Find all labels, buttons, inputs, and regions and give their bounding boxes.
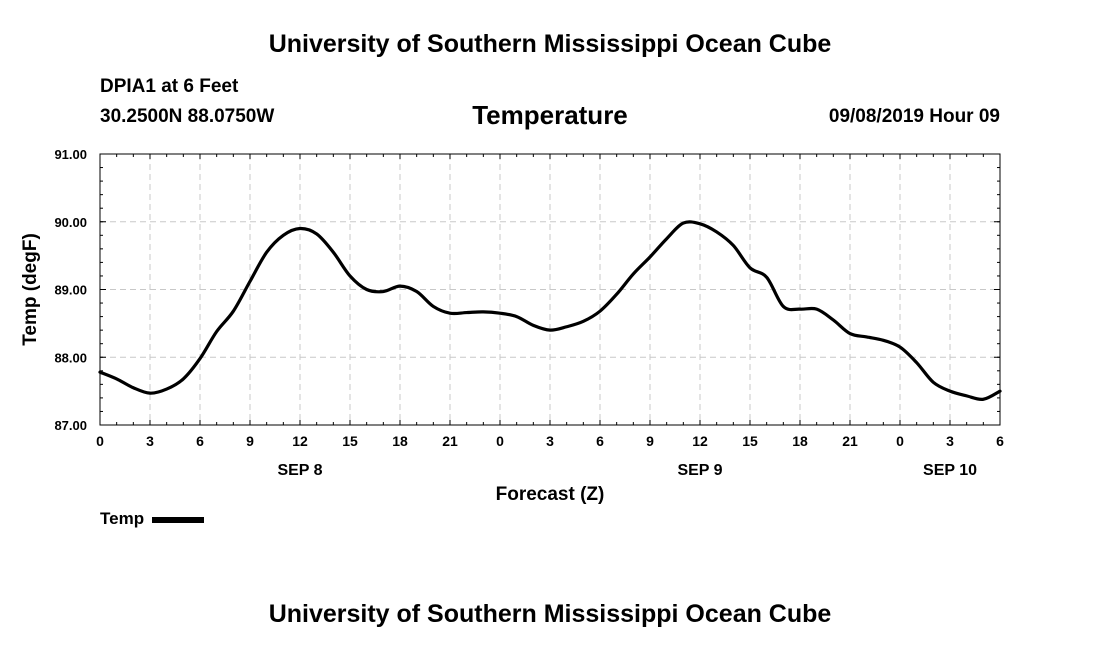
x-tick-label: 15 bbox=[742, 433, 758, 449]
y-tick-label: 91.00 bbox=[54, 147, 87, 162]
page-title: University of Southern Mississippi Ocean… bbox=[268, 30, 832, 58]
x-tick-label: 3 bbox=[946, 433, 954, 449]
x-tick-label: 9 bbox=[646, 433, 654, 449]
legend: Temp bbox=[100, 509, 205, 529]
day-label: SEP 9 bbox=[677, 462, 722, 479]
x-tick-label: 0 bbox=[496, 433, 504, 449]
footer-title: University of Southern Mississippi Ocean… bbox=[268, 600, 832, 628]
grid-layer bbox=[100, 154, 1000, 425]
y-axis-label: Temp (degF) bbox=[20, 233, 41, 346]
x-tick-label: 9 bbox=[246, 433, 254, 449]
x-tick-label: 18 bbox=[792, 433, 808, 449]
y-tick-label: 88.00 bbox=[54, 350, 87, 365]
variable-title: Temperature bbox=[472, 100, 628, 130]
x-tick-label: 6 bbox=[196, 433, 204, 449]
label-layer: 0 3 6 9 12 15 18 21 0 3 6 9 12 15 18 21 0 3 6 87.00 88.00 89.… bbox=[20, 147, 1004, 505]
y-tick-label: 87.00 bbox=[54, 418, 87, 433]
temp-series-line bbox=[98, 220, 1002, 401]
x-tick-label: 21 bbox=[442, 433, 458, 449]
x-tick-label: 15 bbox=[342, 433, 358, 449]
x-tick-label: 12 bbox=[692, 433, 708, 449]
x-tick-label: 0 bbox=[96, 433, 104, 449]
station-label: DPIA1 at 6 Feet bbox=[100, 76, 239, 97]
legend-label: Temp bbox=[100, 509, 145, 528]
x-tick-label: 0 bbox=[896, 433, 904, 449]
datetime-label: 09/08/2019 Hour 09 bbox=[828, 106, 1000, 127]
x-tick-label: 18 bbox=[392, 433, 408, 449]
x-tick-label: 6 bbox=[596, 433, 604, 449]
tick-layer bbox=[99, 153, 1001, 426]
x-tick-label: 3 bbox=[146, 433, 154, 449]
x-axis-label: Forecast (Z) bbox=[496, 484, 605, 505]
x-tick-label: 3 bbox=[546, 433, 554, 449]
day-label: SEP 10 bbox=[923, 462, 977, 479]
coordinates-label: 30.2500N 88.0750W bbox=[100, 106, 275, 127]
y-tick-label: 89.00 bbox=[54, 283, 87, 298]
x-tick-label: 6 bbox=[996, 433, 1004, 449]
legend-swatch bbox=[152, 517, 205, 523]
y-tick-label: 90.00 bbox=[54, 215, 87, 230]
series-layer bbox=[98, 220, 1002, 401]
x-tick-label: 12 bbox=[292, 433, 308, 449]
day-label: SEP 8 bbox=[277, 462, 322, 479]
x-tick-label: 21 bbox=[842, 433, 858, 449]
